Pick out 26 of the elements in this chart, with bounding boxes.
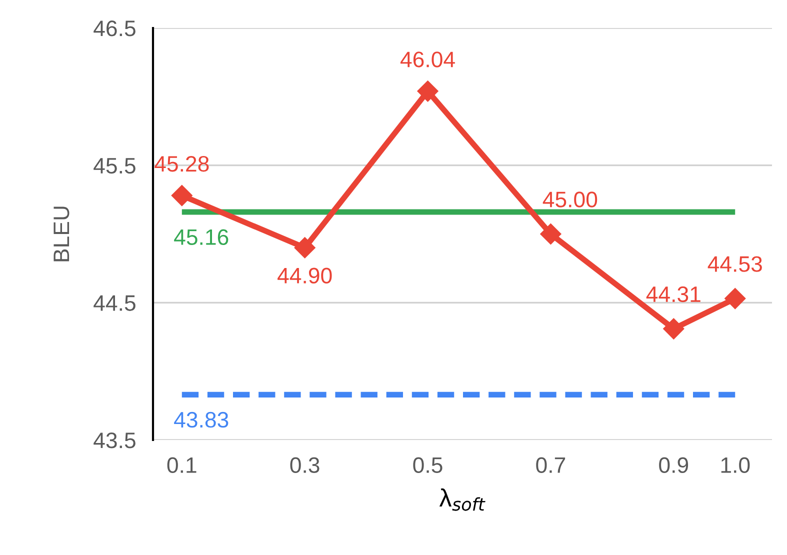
point [724,288,746,310]
ref-line-label: 45.16 [174,229,228,246]
x-tick-label: 0.5 [413,457,442,473]
data-label: 45.00 [542,192,598,208]
ref-line-label: 43.83 [174,412,228,428]
x-tick-label: 1.0 [721,457,750,473]
data-label: 46.04 [400,52,455,68]
x-axis-title: λ$_{soft}$ [439,488,486,511]
data-label: 44.31 [646,286,700,302]
x-tick-label: 0.9 [659,457,688,473]
data-label: 44.53 [708,256,762,272]
y-tick-label: 46.5 [94,20,136,36]
data-label: 44.90 [278,268,332,284]
x-tick-label: 0.3 [290,457,320,473]
y-axis-title: BLEU [54,206,70,262]
x-tick-label: 0.7 [536,457,566,473]
y-tick-label: 44.5 [94,295,136,311]
point [663,318,684,340]
point [417,80,438,102]
y-tick-label: 43.5 [94,432,136,448]
x-tick-label: 0.1 [167,457,196,473]
point [540,223,562,245]
y-tick-label: 45.5 [94,158,136,174]
point [171,185,192,206]
data-label: 45.28 [154,156,209,172]
point [294,237,316,258]
